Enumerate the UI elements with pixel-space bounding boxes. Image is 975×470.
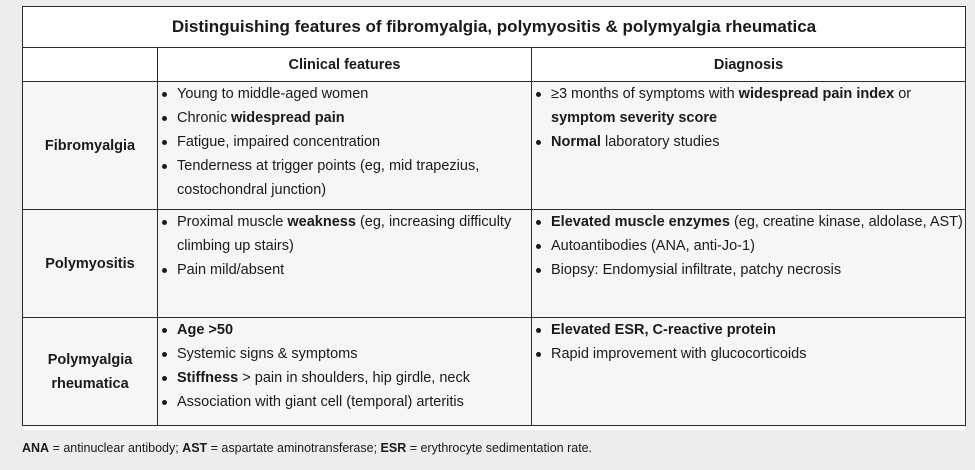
bullet-list: Elevated muscle enzymes (eg, creatine ki…: [532, 210, 965, 282]
diagnosis-cell: Elevated muscle enzymes (eg, creatine ki…: [530, 209, 967, 318]
text-run: Pain mild/absent: [177, 262, 285, 278]
row-label-polymyalgia-rheumatica: Polymyalgia rheumatica: [22, 317, 158, 426]
bold-text-run: weakness: [287, 214, 356, 230]
list-item: Autoantibodies (ANA, anti-Jo-1): [532, 234, 965, 258]
bold-text-run: ANA: [22, 441, 50, 455]
list-item: Stiffness > pain in shoulders, hip girdl…: [158, 366, 531, 390]
text-run: or: [894, 86, 912, 102]
text-run: > pain in shoulders, hip girdle, neck: [238, 370, 470, 386]
comparison-table: Distinguishing features of fibromyalgia,…: [21, 6, 967, 426]
bullet-list: ≥3 months of symptoms with widespread pa…: [532, 82, 965, 154]
header-clinical-features: Clinical features: [157, 47, 532, 82]
list-item: Association with giant cell (temporal) a…: [158, 390, 531, 414]
list-item: Normal laboratory studies: [532, 130, 965, 154]
list-item: Chronic widespread pain: [158, 106, 531, 130]
diagnosis-cell: ≥3 months of symptoms with widespread pa…: [530, 81, 967, 210]
row-label-text: Polymyalgia rheumatica: [47, 351, 133, 392]
text-run: Chronic: [177, 110, 231, 126]
text-run: ≥3 months of symptoms with: [551, 86, 739, 102]
text-run: = aspartate aminotransferase;: [207, 441, 381, 455]
table-title: Distinguishing features of fibromyalgia,…: [21, 6, 967, 48]
text-run: Proximal muscle: [177, 214, 288, 230]
bold-text-run: Elevated ESR, C-reactive protein: [551, 322, 776, 338]
clinical-features-cell: Age >50 Systemic signs & symptoms Stiffnes…: [157, 317, 532, 426]
text-run: = antinuclear antibody;: [49, 441, 183, 455]
title-row: Distinguishing features of fibromyalgia,…: [21, 6, 967, 48]
bold-text-run: Stiffness: [177, 370, 239, 386]
text-run: laboratory studies: [600, 134, 720, 150]
header-blank: [22, 47, 158, 82]
abbreviations-footnote: ANA = antinuclear antibody; AST = aspart…: [22, 441, 592, 455]
text-run: Autoantibodies (ANA, anti-Jo-1): [551, 238, 755, 254]
bold-text-run: symptom severity score: [551, 110, 718, 126]
list-item: Biopsy: Endomysial infiltrate, patchy ne…: [532, 258, 965, 282]
list-item: Pain mild/absent: [158, 258, 531, 282]
list-item: Elevated muscle enzymes (eg, creatine ki…: [532, 210, 965, 234]
header-row: Clinical features Diagnosis: [22, 47, 967, 82]
bold-text-run: ESR: [380, 441, 407, 455]
bold-text-run: widespread pain: [231, 110, 345, 126]
header-diagnosis: Diagnosis: [530, 47, 967, 82]
text-run: (eg, increasing difficulty climbing up s…: [177, 214, 512, 254]
list-item: Rapid improvement with glucocorticoids: [532, 342, 965, 366]
bold-text-run: widespread pain index: [738, 86, 895, 102]
bold-text-run: Normal: [551, 134, 601, 150]
bullet-list: Elevated ESR, C-reactive protein Rapid im…: [532, 318, 965, 366]
text-run: Fatigue, impaired concentration: [177, 134, 381, 150]
text-run: (eg, creatine kinase, aldolase, AST): [729, 214, 963, 230]
row-label-polymyositis: Polymyositis: [22, 209, 158, 318]
diagnosis-cell: Elevated ESR, C-reactive protein Rapid im…: [530, 317, 967, 426]
list-item: Elevated ESR, C-reactive protein: [532, 318, 965, 342]
table-row: Polymyalgia rheumatica Age >50 Systemic s…: [22, 317, 967, 426]
bullet-list: Age >50 Systemic signs & symptoms Stiffnes…: [158, 318, 531, 414]
bullet-list: Proximal muscle weakness (eg, increasing…: [158, 210, 531, 282]
row-label-fibromyalgia: Fibromyalgia: [22, 81, 158, 210]
bold-text-run: Elevated muscle enzymes: [551, 214, 730, 230]
list-item: Age >50: [158, 318, 531, 342]
list-item: Fatigue, impaired concentration: [158, 130, 531, 154]
bold-text-run: Age >50: [177, 322, 234, 338]
text-run: Systemic signs & symptoms: [177, 346, 358, 362]
text-run: Association with giant cell (temporal) a…: [177, 394, 464, 410]
text-run: Biopsy: Endomysial infiltrate, patchy ne…: [551, 262, 842, 278]
clinical-features-cell: Young to middle-aged women Chronic widesp…: [157, 81, 532, 210]
text-run: Rapid improvement with glucocorticoids: [551, 346, 807, 362]
bold-text-run: AST: [182, 441, 208, 455]
comparison-table-container: Distinguishing features of fibromyalgia,…: [21, 6, 967, 430]
list-item: Systemic signs & symptoms: [158, 342, 531, 366]
text-run: = erythrocyte sedimentation rate.: [406, 441, 593, 455]
list-item: ≥3 months of symptoms with widespread pa…: [532, 82, 965, 130]
bullet-list: Young to middle-aged women Chronic widesp…: [158, 82, 531, 202]
list-item: Tenderness at trigger points (eg, mid tr…: [158, 154, 531, 202]
table-row: Fibromyalgia Young to middle-aged women C…: [22, 81, 967, 210]
list-item: Proximal muscle weakness (eg, increasing…: [158, 210, 531, 258]
list-item: Young to middle-aged women: [158, 82, 531, 106]
text-run: Young to middle-aged women: [177, 86, 369, 102]
table-row: Polymyositis Proximal muscle weakness (e…: [22, 209, 967, 318]
clinical-features-cell: Proximal muscle weakness (eg, increasing…: [157, 209, 532, 318]
text-run: Tenderness at trigger points (eg, mid tr…: [177, 158, 480, 198]
